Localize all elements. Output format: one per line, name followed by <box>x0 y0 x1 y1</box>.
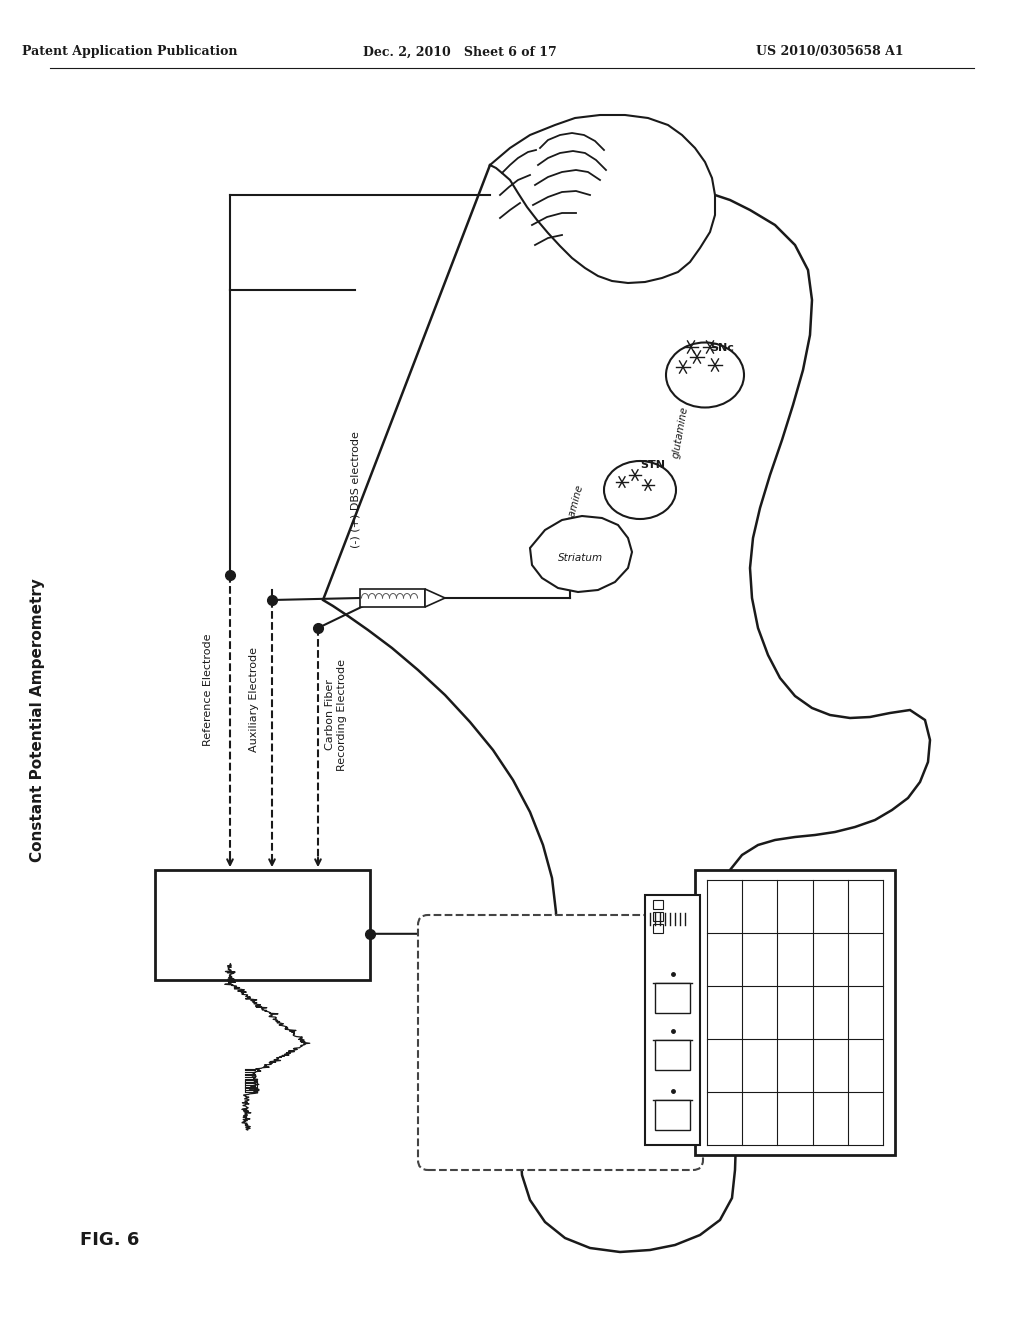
Text: Reference Electrode: Reference Electrode <box>203 634 213 746</box>
FancyBboxPatch shape <box>695 870 895 1155</box>
Text: time (msec): time (msec) <box>275 956 326 965</box>
Text: STN: STN <box>640 459 666 470</box>
Text: SNc: SNc <box>710 343 734 352</box>
Text: A/D Converter: A/D Converter <box>207 917 317 932</box>
Text: Oxidation Current (pA)
Change in Dopamine: Oxidation Current (pA) Change in Dopamin… <box>440 985 460 1080</box>
Polygon shape <box>490 115 715 282</box>
Text: glutamine: glutamine <box>671 405 689 459</box>
Text: Electrometer: Electrometer <box>212 894 313 908</box>
Text: 15 pulses of stimulation: 15 pulses of stimulation <box>478 1032 487 1134</box>
Text: Striatum: Striatum <box>558 553 603 564</box>
Text: (-) (+) DBS electrode: (-) (+) DBS electrode <box>350 432 360 548</box>
Text: Carbon Fiber
Recording Electrode: Carbon Fiber Recording Electrode <box>326 659 347 771</box>
Ellipse shape <box>604 461 676 519</box>
Text: FIG. 6: FIG. 6 <box>80 1232 139 1249</box>
Text: Dec. 2, 2010   Sheet 6 of 17: Dec. 2, 2010 Sheet 6 of 17 <box>364 45 557 58</box>
Polygon shape <box>425 589 445 607</box>
FancyBboxPatch shape <box>655 1100 690 1130</box>
Polygon shape <box>530 516 632 591</box>
Text: 10K samples/sec: 10K samples/sec <box>198 942 328 956</box>
Text: Auxiliary Electrode: Auxiliary Electrode <box>249 648 259 752</box>
Text: dopamine: dopamine <box>561 483 585 536</box>
Text: US 2010/0305658 A1: US 2010/0305658 A1 <box>756 45 904 58</box>
Polygon shape <box>323 165 930 1251</box>
FancyBboxPatch shape <box>155 870 370 979</box>
Text: Constant Potential Amperometry: Constant Potential Amperometry <box>31 578 45 862</box>
FancyBboxPatch shape <box>418 915 703 1170</box>
FancyBboxPatch shape <box>655 1040 690 1071</box>
FancyBboxPatch shape <box>360 589 425 607</box>
FancyBboxPatch shape <box>645 895 700 1144</box>
Text: Patent Application Publication: Patent Application Publication <box>23 45 238 58</box>
Ellipse shape <box>666 342 744 408</box>
FancyBboxPatch shape <box>655 982 690 1012</box>
